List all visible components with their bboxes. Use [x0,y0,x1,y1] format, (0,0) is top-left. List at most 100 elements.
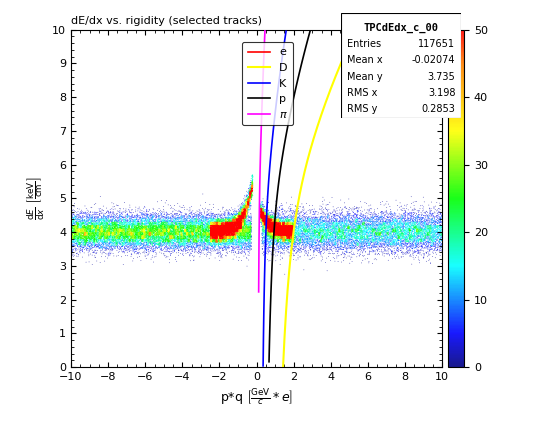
Point [181,234,189,241]
Point [283,230,292,236]
Point [215,221,223,228]
Point [340,251,348,257]
Point [210,219,219,226]
Point [246,189,254,195]
Point [381,239,390,246]
Point [412,244,420,251]
Point [76,236,85,243]
Point [223,220,232,227]
Point [351,203,359,210]
Point [203,223,212,230]
Point [373,248,382,254]
Point [351,243,359,250]
Point [102,246,110,253]
Point [207,230,216,237]
Point [225,221,234,227]
Point [164,226,173,233]
Point [338,246,347,253]
Point [236,213,245,220]
Point [284,218,293,225]
Point [73,211,82,218]
Point [270,240,279,247]
Point [93,229,102,235]
Point [375,230,383,237]
Point [275,225,284,232]
Point [299,217,308,224]
Point [135,229,144,235]
Point [368,234,377,241]
Point [229,222,238,228]
Point [147,235,156,242]
Point [109,232,118,238]
Point [67,224,76,231]
Point [201,240,210,247]
Point [240,235,249,242]
Point [225,222,234,228]
Point [74,230,83,237]
Point [216,233,224,239]
Point [336,246,345,252]
Point [301,222,310,228]
Point [290,227,299,233]
Point [260,224,269,231]
Point [399,225,408,232]
Point [224,235,233,242]
Point [427,225,436,232]
Point [275,233,284,240]
Point [79,225,88,232]
Point [269,245,277,252]
Point [140,233,149,239]
Point [270,233,279,240]
Point [324,225,333,231]
Point [259,214,268,221]
Point [235,229,244,235]
Point [75,221,84,227]
Point [231,234,240,241]
Point [207,223,216,230]
Point [204,210,213,217]
Point [133,231,142,238]
Point [335,228,344,235]
Point [70,232,79,238]
Point [213,228,222,235]
Point [418,243,426,249]
Point [208,228,217,235]
Point [136,232,145,239]
Point [207,226,216,233]
Point [138,235,146,241]
Point [400,228,409,235]
Point [107,225,116,232]
Point [210,231,219,238]
Point [169,233,178,239]
Point [390,225,399,232]
Point [421,235,430,242]
Point [419,205,428,212]
Point [211,220,220,227]
Point [180,221,189,228]
Point [289,230,298,237]
Point [332,219,341,225]
Point [73,237,81,244]
Point [216,235,225,242]
Point [197,229,206,235]
Point [209,230,217,237]
Point [420,216,429,222]
Point [279,222,288,228]
Point [166,223,175,230]
Point [378,237,387,244]
Point [363,232,371,238]
Point [124,238,133,244]
Point [162,221,170,227]
Point [243,233,252,239]
Point [179,227,188,234]
Point [228,219,237,226]
Point [419,248,428,254]
Point [247,189,256,196]
Point [242,209,251,216]
Point [111,221,120,227]
Point [240,203,248,210]
Point [210,225,219,232]
Point [219,221,228,228]
Point [185,222,193,228]
Point [312,222,321,229]
